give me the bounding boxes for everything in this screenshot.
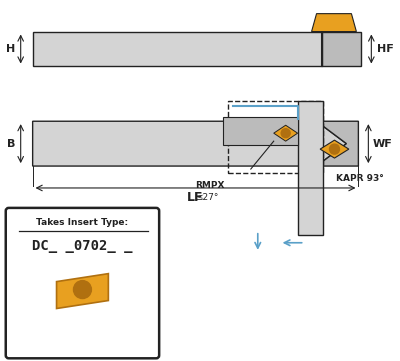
Text: Takes Insert Type:: Takes Insert Type:: [36, 218, 128, 227]
Polygon shape: [316, 121, 358, 166]
Text: B: B: [6, 139, 15, 149]
Polygon shape: [274, 125, 298, 141]
Text: RMPX: RMPX: [195, 181, 224, 190]
Text: KAPR 93°: KAPR 93°: [336, 174, 384, 183]
Bar: [223, 117, 298, 145]
Polygon shape: [56, 274, 108, 309]
Circle shape: [330, 144, 340, 154]
Polygon shape: [33, 121, 346, 166]
Polygon shape: [312, 14, 356, 31]
Text: DC_ _0702_ _: DC_ _0702_ _: [32, 239, 133, 253]
Bar: [322, 31, 361, 66]
Bar: [33, 31, 322, 66]
Text: LF: LF: [187, 191, 204, 204]
Circle shape: [281, 129, 290, 138]
Polygon shape: [320, 140, 349, 158]
Text: H: H: [6, 44, 15, 54]
Text: ≤27°: ≤27°: [195, 193, 218, 202]
Circle shape: [74, 280, 92, 299]
Bar: [228, 101, 322, 173]
Bar: [298, 101, 322, 235]
Text: HF: HF: [377, 44, 394, 54]
Text: WF: WF: [372, 139, 392, 149]
FancyBboxPatch shape: [6, 208, 159, 358]
